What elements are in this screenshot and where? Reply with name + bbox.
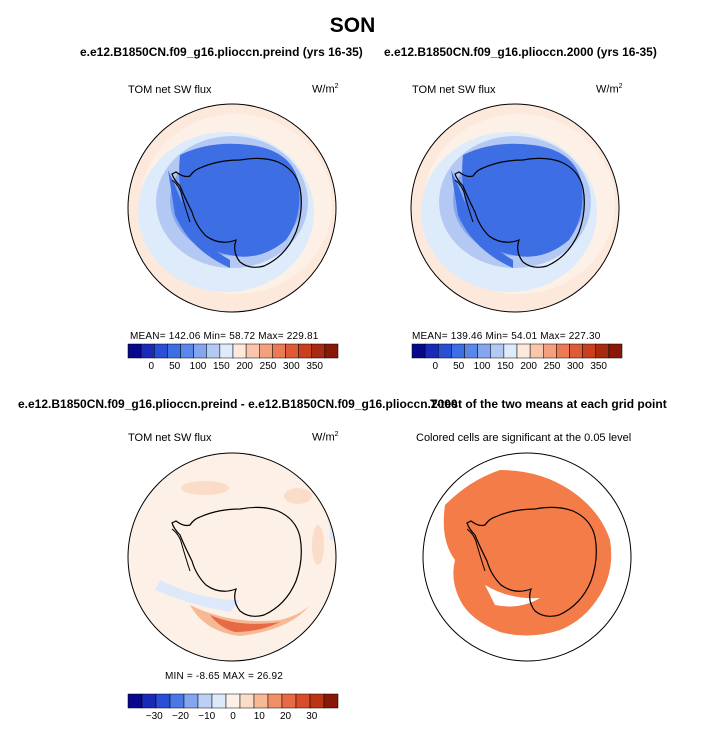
colorbar-1-swatch-4 — [180, 343, 194, 359]
colorbar-1-swatch-0 — [127, 343, 142, 359]
colorbar-1-swatch-9 — [245, 343, 260, 359]
figure-title: SON — [329, 14, 376, 37]
panel-2-stats: MEAN= 139.46 Min= 54.01 Max= 227.30 — [412, 331, 601, 342]
panel-2-variable: TOM net SW flux — [412, 84, 496, 96]
colorbar-1-swatch-5 — [193, 343, 207, 359]
colorbar-3-tick-label: 0 — [230, 711, 236, 722]
colorbar-2-swatch-15 — [608, 343, 623, 359]
colorbar-2-swatch-8 — [516, 343, 531, 359]
colorbar-3-swatch-4 — [183, 693, 199, 709]
colorbar-2-swatch-10 — [543, 343, 557, 359]
colorbar-2-tick-label: 250 — [543, 361, 561, 372]
colorbar-2-swatch-14 — [595, 343, 610, 359]
colorbar-3-tick-label: −20 — [172, 711, 189, 722]
colorbar-1-swatch-15 — [324, 343, 339, 359]
map-1-field — [128, 104, 336, 312]
colorbar-1-swatch-14 — [311, 343, 326, 359]
colorbar-3-swatch-7 — [225, 693, 241, 709]
colorbar-1-tick-label: 100 — [189, 361, 207, 372]
colorbar-1-swatch-6 — [206, 343, 221, 359]
colorbar-1-tick-label: 250 — [259, 361, 277, 372]
colorbar-2-swatch-9 — [529, 343, 544, 359]
colorbar-1-tick-label: 300 — [282, 361, 300, 372]
colorbar-1-tick-label: 50 — [169, 361, 181, 372]
colorbar-3-tick-label: 20 — [279, 711, 292, 722]
panel-3-header: e.e12.B1850CN.f09_g16.plioccn.preind - e… — [18, 397, 458, 411]
colorbar-2-tick-label: 300 — [566, 361, 584, 372]
colorbar-1-tick-label: 0 — [148, 361, 155, 372]
colorbar-3-tick-label: 30 — [306, 711, 318, 722]
colorbar-3-swatch-5 — [197, 693, 213, 709]
colorbar-2-swatch-0 — [411, 343, 426, 359]
panel-3-variable: TOM net SW flux — [128, 432, 212, 444]
antarctica-coastline-2 — [454, 157, 585, 268]
colorbar-1-swatch-7 — [219, 343, 234, 359]
colorbar-2-swatch-5 — [477, 343, 491, 359]
colorbar-2-swatch-4 — [464, 343, 478, 359]
panel-2-units: W/m2 — [596, 83, 623, 96]
colorbar-2-tick-label: 100 — [473, 361, 491, 372]
colorbar-3-swatch-12 — [295, 693, 311, 709]
colorbar-3-tick-label: 10 — [253, 711, 265, 722]
colorbar-3 — [127, 693, 339, 709]
map-4-significance — [423, 470, 612, 636]
map-2-field — [411, 104, 619, 312]
antarctica-coastline-3 — [171, 506, 302, 617]
colorbar-2-tick-label: 350 — [590, 361, 607, 372]
colorbar-2-tick-label: 150 — [496, 361, 514, 372]
colorbar-2-swatch-3 — [451, 343, 465, 359]
colorbar-1-swatch-12 — [285, 343, 299, 359]
colorbar-2-tick-label: 200 — [520, 361, 537, 372]
colorbar-3-swatch-1 — [141, 693, 157, 709]
colorbar-1 — [127, 343, 339, 359]
panel-1-header: e.e12.B1850CN.f09_g16.plioccn.preind (yr… — [80, 45, 363, 59]
antarctica-coastline-1 — [171, 157, 302, 268]
panel-1-stats: MEAN= 142.06 Min= 58.72 Max= 229.81 — [130, 331, 319, 342]
colorbar-2-swatch-2 — [438, 343, 452, 359]
colorbar-1-swatch-2 — [154, 343, 168, 359]
panel-2-header: e.e12.B1850CN.f09_g16.plioccn.2000 (yrs … — [384, 45, 657, 59]
colorbar-2-swatch-12 — [569, 343, 583, 359]
panel-1-units: W/m2 — [312, 83, 339, 96]
panel-3-units: W/m2 — [312, 431, 339, 444]
panel-1-variable: TOM net SW flux — [128, 84, 212, 96]
antarctica-coastline-4 — [466, 506, 597, 617]
colorbar-3-swatch-14 — [323, 693, 339, 709]
colorbar-1-swatch-11 — [272, 343, 286, 359]
colorbar-3-tick-label: −10 — [198, 711, 216, 722]
colorbar-1-tick-label: 350 — [306, 361, 323, 372]
colorbar-2-tick-label: 0 — [432, 361, 439, 372]
colorbar-3-swatch-13 — [309, 693, 325, 709]
colorbar-3-swatch-6 — [211, 693, 227, 709]
colorbar-2-swatch-11 — [556, 343, 570, 359]
colorbar-2-swatch-1 — [424, 343, 439, 359]
colorbar-3-tick-label: −30 — [145, 711, 163, 722]
colorbar-3-swatch-10 — [267, 693, 283, 709]
colorbar-1-tick-label: 150 — [212, 361, 230, 372]
panel-3-stats: MIN = -8.65 MAX = 26.92 — [165, 671, 283, 682]
colorbar-3-swatch-9 — [253, 693, 269, 709]
colorbar-3-swatch-8 — [239, 693, 255, 709]
colorbar-3-swatch-0 — [127, 693, 143, 709]
panel-4-subtitle: Colored cells are significant at the 0.0… — [416, 432, 632, 444]
colorbar-1-swatch-1 — [140, 343, 155, 359]
colorbar-1-swatch-13 — [298, 343, 312, 359]
colorbar-3-swatch-11 — [281, 693, 297, 709]
colorbar-2-swatch-6 — [490, 343, 505, 359]
colorbar-1-swatch-10 — [259, 343, 273, 359]
colorbar-1-swatch-8 — [232, 343, 247, 359]
colorbar-3-swatch-2 — [155, 693, 171, 709]
colorbar-2-swatch-13 — [582, 343, 596, 359]
colorbar-1-swatch-3 — [167, 343, 181, 359]
colorbar-2-tick-label: 50 — [453, 361, 465, 372]
colorbar-3-swatch-3 — [169, 693, 185, 709]
panel-4-header: T-test of the two means at each grid poi… — [430, 397, 667, 411]
colorbar-2-swatch-7 — [503, 343, 518, 359]
colorbar-1-tick-label: 200 — [236, 361, 253, 372]
colorbar-2 — [411, 343, 623, 359]
